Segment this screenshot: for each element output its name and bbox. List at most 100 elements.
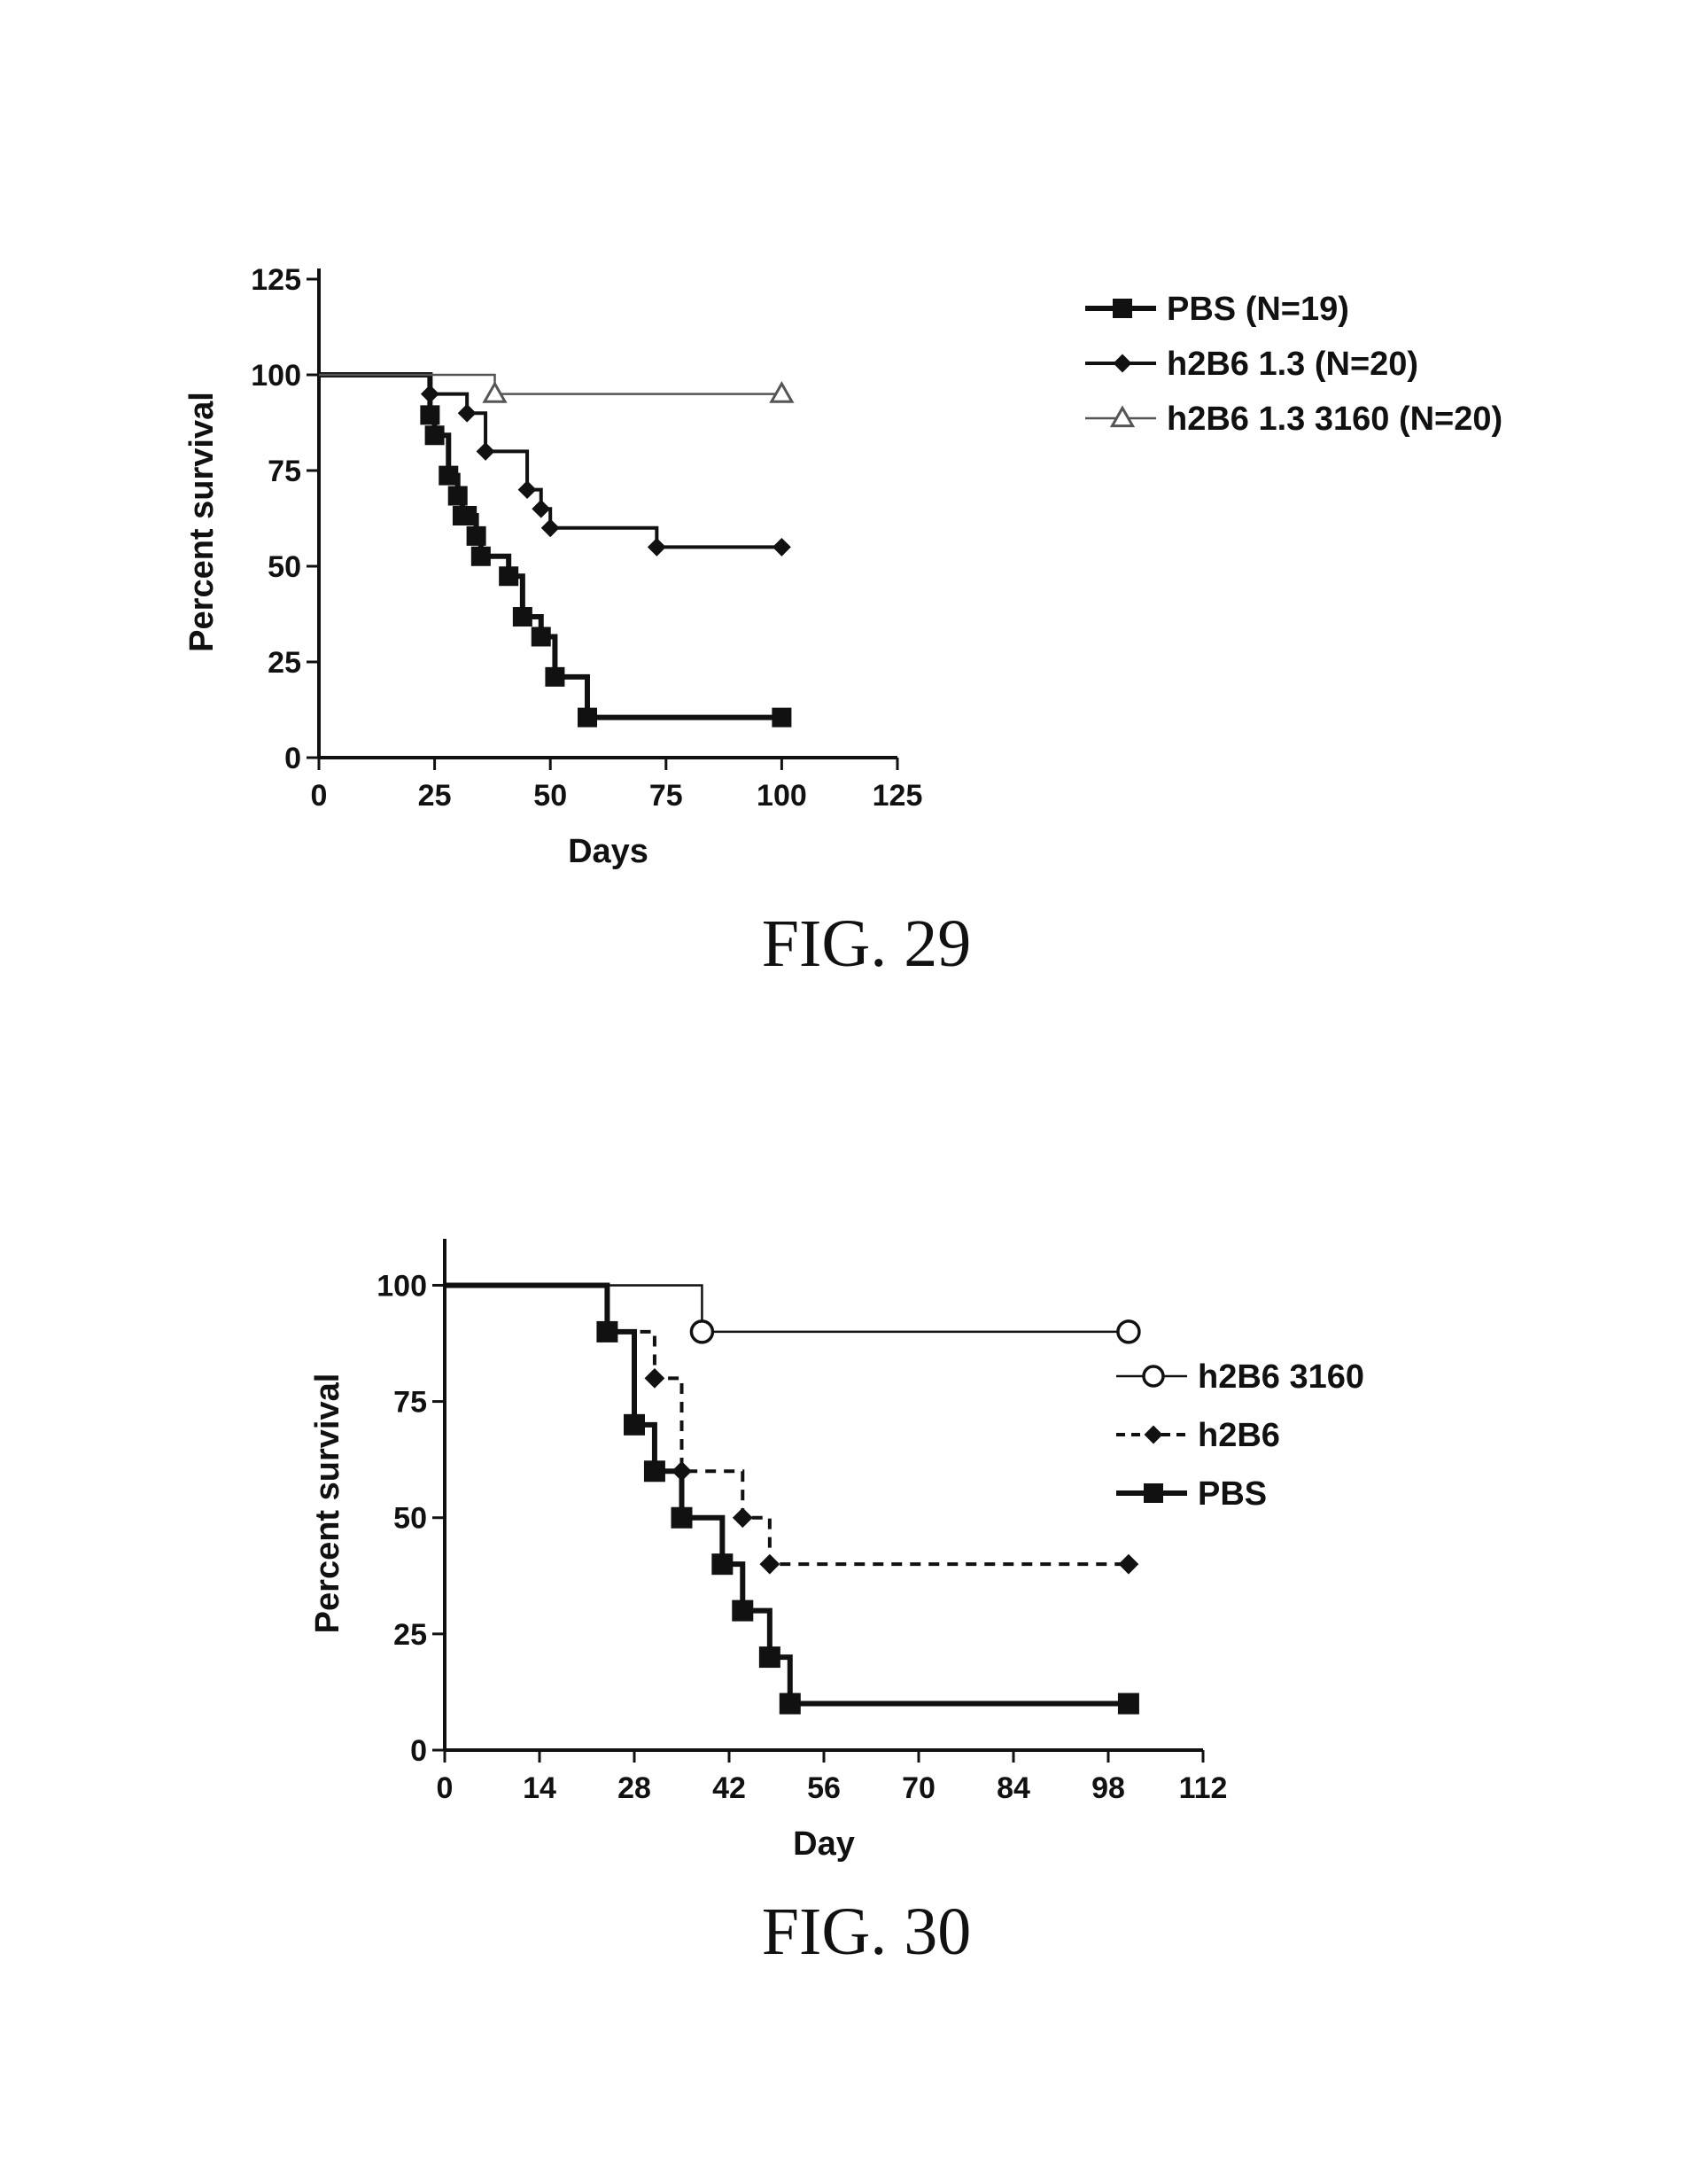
y-tick-label: 100: [377, 1269, 427, 1303]
y-tick-label: 25: [393, 1618, 427, 1652]
x-tick-label: 70: [902, 1771, 936, 1805]
y-axis-title: Percent survival: [309, 1374, 346, 1634]
x-tick-label: 25: [418, 779, 452, 813]
figure-30-chart: 0 25 50 75 100 0 14 28 42 56 70 84 98 112 Day Percent s…: [309, 1239, 1364, 1969]
x-axis-title: Day: [793, 1825, 855, 1863]
data-point-marker: [471, 547, 491, 566]
y-tick-label: 25: [268, 646, 301, 680]
series-pbs: [445, 1285, 1139, 1714]
data-point-marker: [644, 1460, 665, 1482]
series-line: [445, 1285, 1129, 1703]
legend-label: PBS (N=19): [1167, 291, 1349, 328]
data-point-marker: [545, 667, 564, 687]
legend-entry: h2B6 1.3 3160 (N=20): [1085, 401, 1502, 438]
series-h2b6-1-3-3160-n-20: [319, 375, 792, 401]
data-point-marker: [732, 1600, 753, 1622]
data-point-marker: [672, 1507, 693, 1529]
data-point-marker: [759, 1554, 780, 1575]
data-point-marker: [772, 538, 791, 556]
x-tick-label: 100: [757, 779, 807, 813]
data-point-marker: [458, 404, 477, 423]
data-point-marker: [772, 384, 792, 401]
x-tick-label: 125: [873, 779, 923, 813]
data-point-marker: [421, 385, 439, 403]
legend-marker: [1144, 1366, 1163, 1386]
data-point-marker: [711, 1553, 733, 1575]
y-tick-label: 125: [251, 263, 301, 297]
series-h2b6-1-3-n-20: [319, 375, 791, 556]
y-tick-label: 75: [268, 455, 301, 488]
data-point-marker: [518, 480, 537, 499]
legend-marker: [1113, 299, 1132, 318]
legend-marker: [1144, 1483, 1163, 1503]
data-point-marker: [759, 1646, 780, 1668]
series-line: [319, 375, 781, 394]
data-point-marker: [1118, 1693, 1139, 1715]
y-tick-label: 0: [284, 742, 301, 775]
y-tick-label: 0: [410, 1734, 427, 1768]
figure-29-chart: 0 25 50 75 100 125 0 25 50 75 100 125 Days Percent su…: [183, 263, 1502, 981]
y-tick-label: 75: [393, 1386, 427, 1420]
data-point-marker: [578, 708, 597, 728]
data-point-marker: [477, 442, 495, 461]
x-tick-label: 98: [1091, 1771, 1125, 1805]
legend-label: PBS: [1198, 1475, 1267, 1513]
x-tick-label: 84: [997, 1771, 1030, 1805]
series-h2b6-3160: [445, 1285, 1139, 1342]
data-point-marker: [467, 526, 486, 546]
y-axis-title: Percent survival: [183, 392, 221, 652]
legend-entry: PBS (N=19): [1085, 291, 1349, 328]
x-tick-label: 50: [533, 779, 567, 813]
data-point-marker: [1118, 1321, 1139, 1342]
legend-marker: [1145, 1426, 1163, 1444]
x-tick-label: 75: [649, 779, 683, 813]
data-point-marker: [513, 607, 532, 626]
x-tick-label: 0: [437, 1771, 454, 1805]
y-tick-label: 50: [393, 1502, 427, 1536]
figure-caption: FIG. 29: [762, 907, 971, 981]
legend-entry: h2B6 1.3 (N=20): [1085, 346, 1418, 383]
data-point-marker: [1119, 1554, 1139, 1575]
legend-label: h2B6 1.3 3160 (N=20): [1167, 401, 1502, 438]
x-tick-label: 112: [1179, 1771, 1228, 1805]
data-point-marker: [532, 626, 551, 646]
x-axis-title: Days: [568, 833, 648, 870]
data-point-marker: [624, 1414, 645, 1436]
data-point-marker: [420, 405, 439, 424]
data-point-marker: [425, 425, 445, 445]
legend-label: h2B6: [1198, 1417, 1280, 1454]
legend-entry: PBS: [1116, 1475, 1267, 1513]
x-tick-label: 42: [712, 1771, 746, 1805]
data-point-marker: [499, 566, 518, 586]
y-tick-label: 100: [251, 359, 301, 393]
legend-label: h2B6 1.3 (N=20): [1167, 346, 1418, 383]
y-tick-label: 50: [268, 550, 301, 584]
data-point-marker: [457, 506, 477, 525]
series-line: [445, 1285, 1129, 1564]
data-point-marker: [733, 1507, 753, 1528]
legend-marker: [1114, 354, 1132, 373]
data-point-marker: [772, 708, 791, 728]
data-point-marker: [532, 500, 550, 518]
x-tick-label: 14: [523, 1771, 556, 1805]
series-pbs-n-19: [319, 375, 791, 728]
x-tick-label: 0: [311, 779, 328, 813]
data-point-marker: [780, 1693, 801, 1715]
data-point-marker: [439, 466, 458, 486]
figure-caption: FIG. 30: [762, 1895, 971, 1969]
data-point-marker: [485, 384, 505, 401]
x-tick-label: 28: [617, 1771, 651, 1805]
data-point-marker: [645, 1368, 665, 1389]
data-point-marker: [691, 1321, 712, 1342]
data-point-marker: [448, 486, 468, 506]
data-point-marker: [648, 538, 666, 556]
series-line: [445, 1285, 1129, 1331]
legend-label: h2B6 3160: [1198, 1358, 1364, 1396]
legend-entry: h2B6: [1116, 1417, 1280, 1454]
data-point-marker: [596, 1321, 617, 1342]
data-point-marker: [541, 518, 560, 537]
x-tick-label: 56: [807, 1771, 841, 1805]
legend-entry: h2B6 3160: [1116, 1358, 1364, 1396]
series-h2b6: [445, 1285, 1138, 1574]
